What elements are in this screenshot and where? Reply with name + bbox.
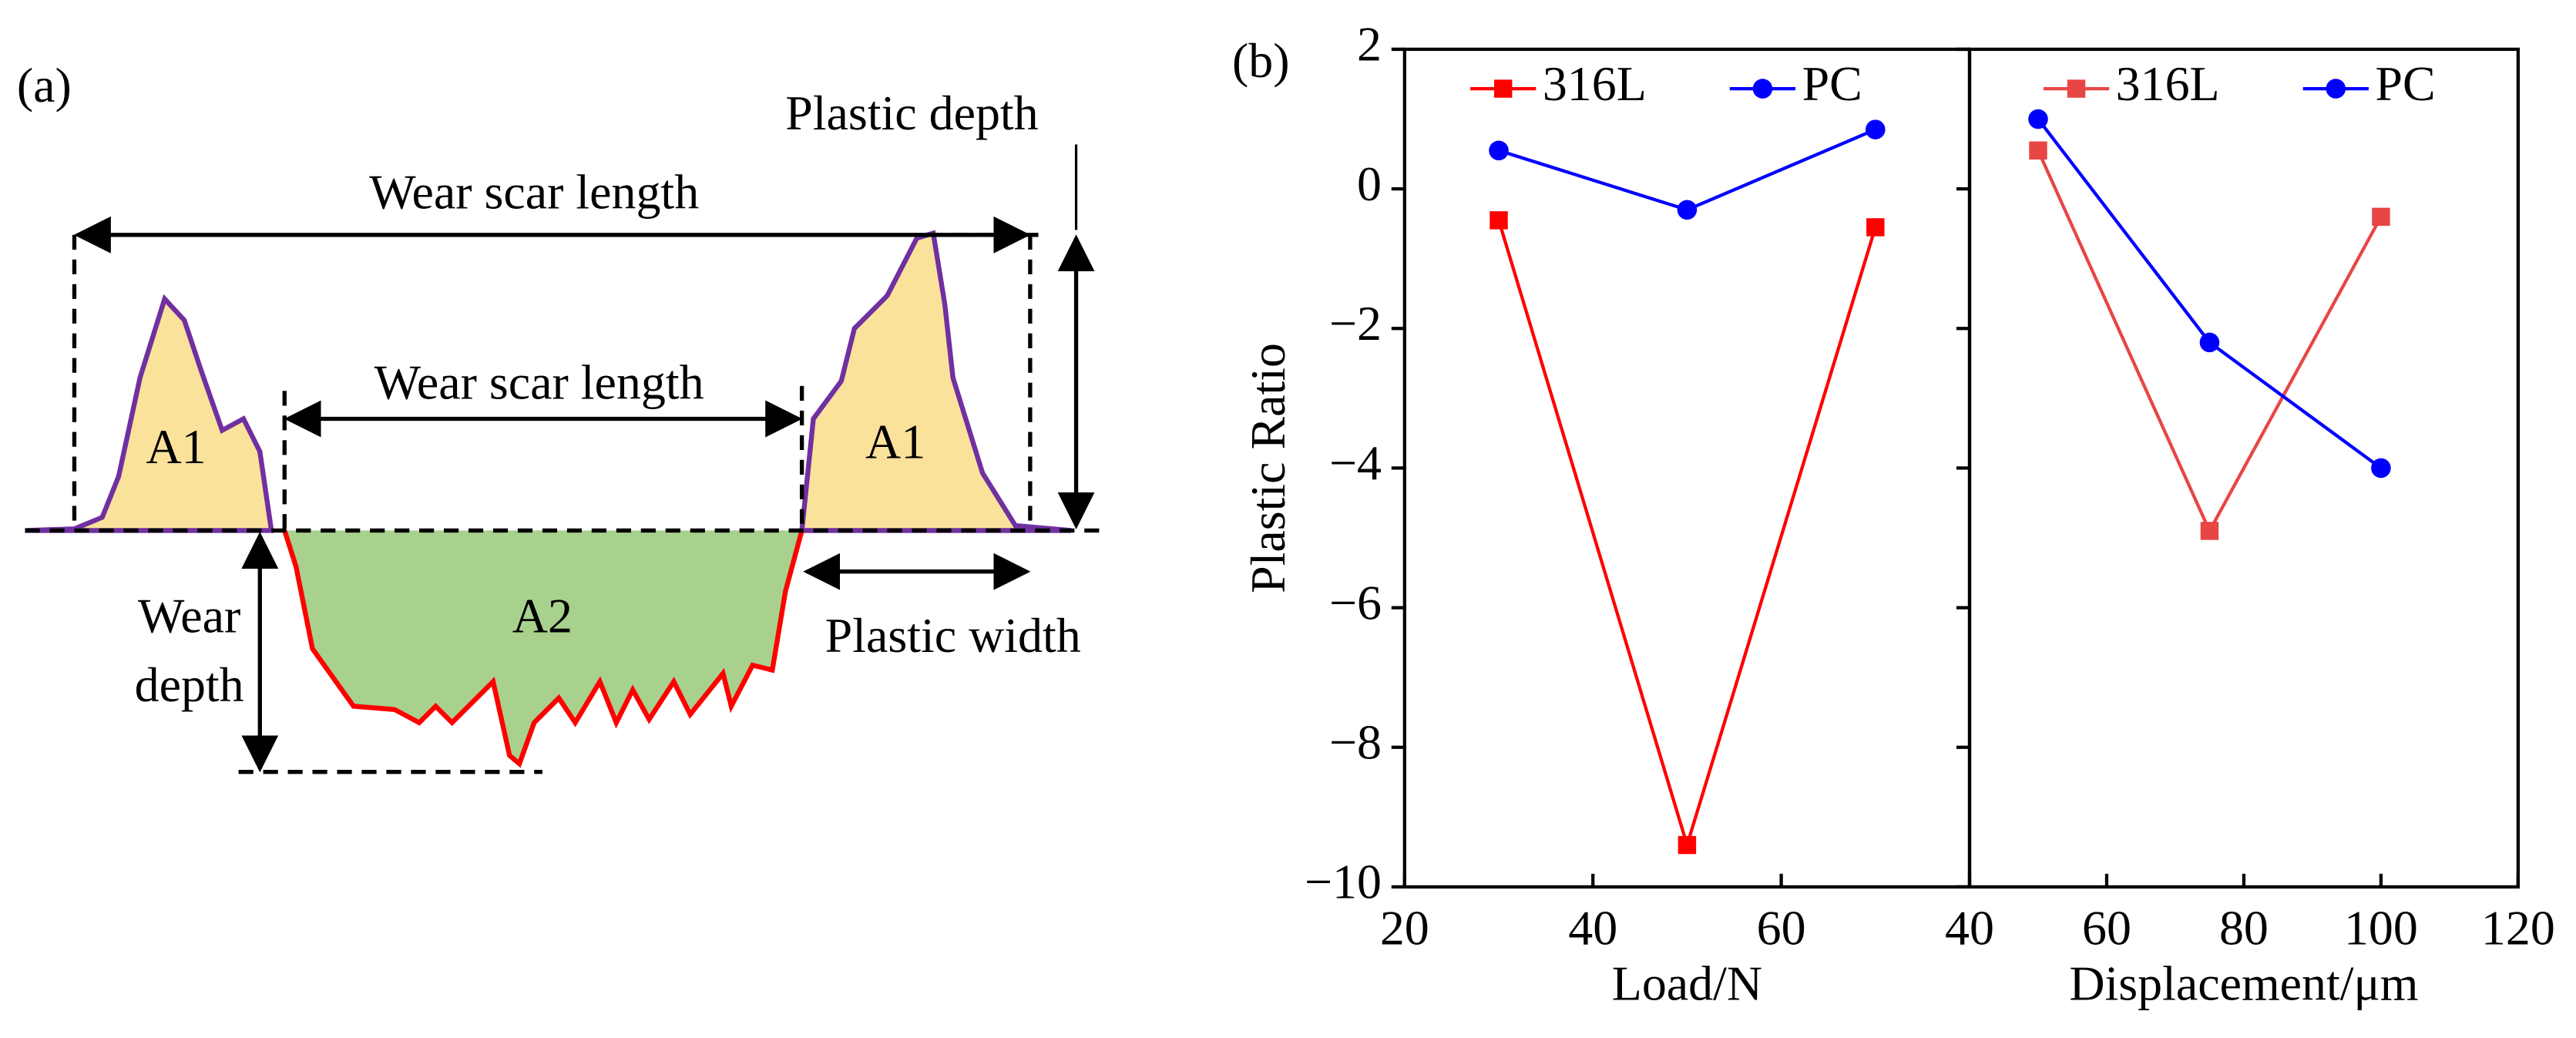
label: Wear xyxy=(138,588,240,643)
marker xyxy=(1490,211,1508,230)
marker xyxy=(1866,218,1885,237)
marker xyxy=(1866,119,1886,139)
marker xyxy=(1678,835,1697,855)
marker xyxy=(1489,140,1509,161)
x-axis-label: Load/N xyxy=(1612,956,1762,1011)
legend-label: 316L xyxy=(2116,56,2220,111)
x-tick-label: 80 xyxy=(2219,900,2269,955)
legend-label: PC xyxy=(1802,56,1862,111)
legend-label: 316L xyxy=(1543,56,1647,111)
series-line xyxy=(1496,220,1877,851)
x-tick-label: 100 xyxy=(2344,900,2418,955)
peak xyxy=(25,294,274,533)
x-tick-label: 60 xyxy=(1757,900,1806,955)
x-tick-label: 120 xyxy=(2481,900,2555,955)
legend-marker xyxy=(2326,79,2346,99)
y-tick-label: −6 xyxy=(1329,575,1382,630)
marker xyxy=(2200,522,2219,540)
plot-frame xyxy=(1402,47,1972,889)
label: A2 xyxy=(512,588,573,643)
label: A1 xyxy=(146,419,207,474)
series-line xyxy=(2037,118,2383,470)
y-tick-label: 0 xyxy=(1357,156,1382,211)
legend-label: PC xyxy=(2375,56,2435,111)
label: depth xyxy=(135,657,244,712)
legend-marker xyxy=(1752,79,1773,99)
legend-marker xyxy=(2067,79,2086,98)
y-tick-label: 2 xyxy=(1357,17,1382,72)
panel-label: (a) xyxy=(17,58,72,113)
marker xyxy=(1677,200,1698,220)
x-tick-label: 40 xyxy=(1945,900,1994,955)
label: Wear scar length xyxy=(374,355,704,410)
label: Plastic depth xyxy=(785,86,1038,140)
y-axis-label: Plastic Ratio xyxy=(1241,343,1295,593)
legend-marker xyxy=(1493,79,1513,98)
x-tick-label: 40 xyxy=(1568,900,1617,955)
marker xyxy=(2371,458,2391,479)
panel-label: (b) xyxy=(1232,33,1290,88)
y-tick-label: −2 xyxy=(1329,296,1382,351)
label: A1 xyxy=(865,414,925,469)
x-tick-label: 20 xyxy=(1380,900,1429,955)
x-tick-label: 60 xyxy=(2082,900,2131,955)
y-tick-label: −8 xyxy=(1329,714,1382,769)
marker xyxy=(2372,207,2390,227)
scar xyxy=(284,530,802,764)
y-tick-label: −10 xyxy=(1305,855,1382,909)
label: Wear scar length xyxy=(369,164,699,219)
diagram: Wear scar length Wear scar length Plasti… xyxy=(25,86,1101,774)
label: Plastic width xyxy=(825,608,1081,663)
y-tick-label: −4 xyxy=(1329,435,1382,490)
marker xyxy=(2029,141,2047,160)
scar-outline xyxy=(282,529,804,768)
marker xyxy=(2199,332,2220,353)
series-line xyxy=(1498,128,1876,212)
marker xyxy=(2028,109,2048,129)
x-axis-label: Displacement/μm xyxy=(2069,956,2418,1011)
